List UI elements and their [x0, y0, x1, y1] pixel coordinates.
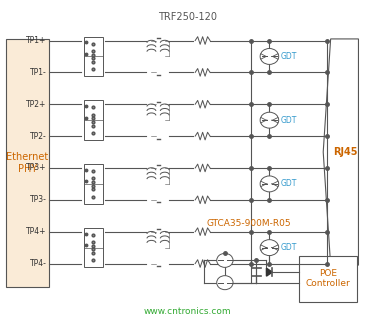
Bar [299, 256, 356, 302]
Circle shape [260, 176, 279, 192]
Text: GDT: GDT [281, 243, 297, 252]
Text: RJ45: RJ45 [333, 147, 358, 157]
Text: TP3-: TP3- [30, 195, 47, 204]
Bar [6, 39, 49, 287]
Text: TP2-: TP2- [30, 132, 47, 140]
Bar [83, 37, 103, 76]
Bar [83, 100, 103, 140]
Text: www.cntronics.com: www.cntronics.com [144, 307, 232, 316]
Text: TP4+: TP4+ [26, 227, 47, 236]
Text: TP1+: TP1+ [27, 36, 47, 45]
Text: TP1-: TP1- [30, 68, 47, 77]
Text: TP3+: TP3+ [26, 164, 47, 172]
Polygon shape [323, 39, 358, 265]
Text: TP4-: TP4- [30, 259, 47, 268]
Text: POE
Controller: POE Controller [306, 269, 350, 288]
Text: Ethernet
PHY: Ethernet PHY [6, 152, 48, 174]
Circle shape [260, 240, 279, 256]
Circle shape [217, 253, 233, 268]
Polygon shape [266, 268, 272, 276]
Text: GDT: GDT [281, 116, 297, 125]
Text: GDT: GDT [281, 180, 297, 188]
Bar [83, 164, 103, 204]
Text: TP2+: TP2+ [27, 100, 47, 109]
Text: GDT: GDT [281, 52, 297, 61]
Circle shape [217, 276, 233, 290]
Circle shape [260, 49, 279, 64]
Bar [83, 228, 103, 268]
Text: TRF250-120: TRF250-120 [158, 12, 217, 22]
Text: GTCA35-900M-R05: GTCA35-900M-R05 [206, 219, 291, 228]
Circle shape [260, 112, 279, 128]
